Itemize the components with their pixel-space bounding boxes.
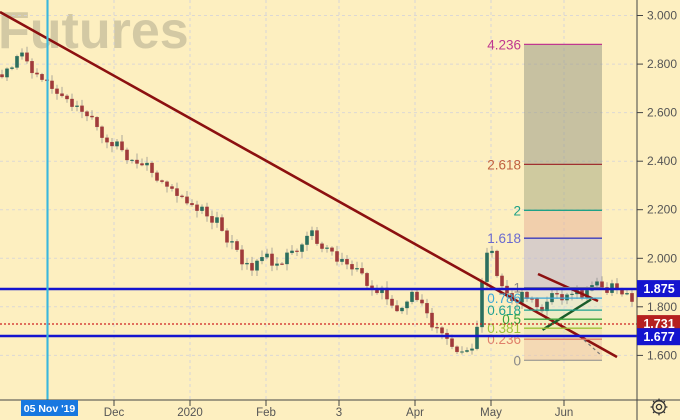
svg-text:2.800: 2.800 xyxy=(647,57,677,71)
svg-text:Jun: Jun xyxy=(555,407,574,419)
svg-text:May: May xyxy=(480,407,502,419)
svg-text:3.000: 3.000 xyxy=(647,9,677,23)
svg-text:3: 3 xyxy=(336,407,342,419)
svg-text:1.677: 1.677 xyxy=(643,330,674,344)
svg-text:0.236: 0.236 xyxy=(487,332,521,347)
svg-text:2.600: 2.600 xyxy=(647,106,677,120)
svg-text:1.618: 1.618 xyxy=(487,231,521,246)
svg-text:05 Nov '19: 05 Nov '19 xyxy=(24,403,76,415)
svg-text:1.600: 1.600 xyxy=(647,348,677,362)
svg-text:0: 0 xyxy=(513,353,521,368)
svg-text:4.236: 4.236 xyxy=(487,37,521,52)
svg-text:2020: 2020 xyxy=(177,407,203,419)
svg-text:Dec: Dec xyxy=(104,407,125,419)
svg-text:Feb: Feb xyxy=(256,407,276,419)
svg-text:2.618: 2.618 xyxy=(487,157,521,172)
svg-text:2: 2 xyxy=(513,203,521,218)
svg-text:2.200: 2.200 xyxy=(647,203,677,217)
svg-text:2.000: 2.000 xyxy=(647,251,677,265)
svg-text:Futures: Futures xyxy=(0,2,189,60)
svg-text:1.875: 1.875 xyxy=(643,282,674,296)
svg-text:Apr: Apr xyxy=(406,407,424,419)
svg-text:2.400: 2.400 xyxy=(647,154,677,168)
svg-text:1.800: 1.800 xyxy=(647,300,677,314)
